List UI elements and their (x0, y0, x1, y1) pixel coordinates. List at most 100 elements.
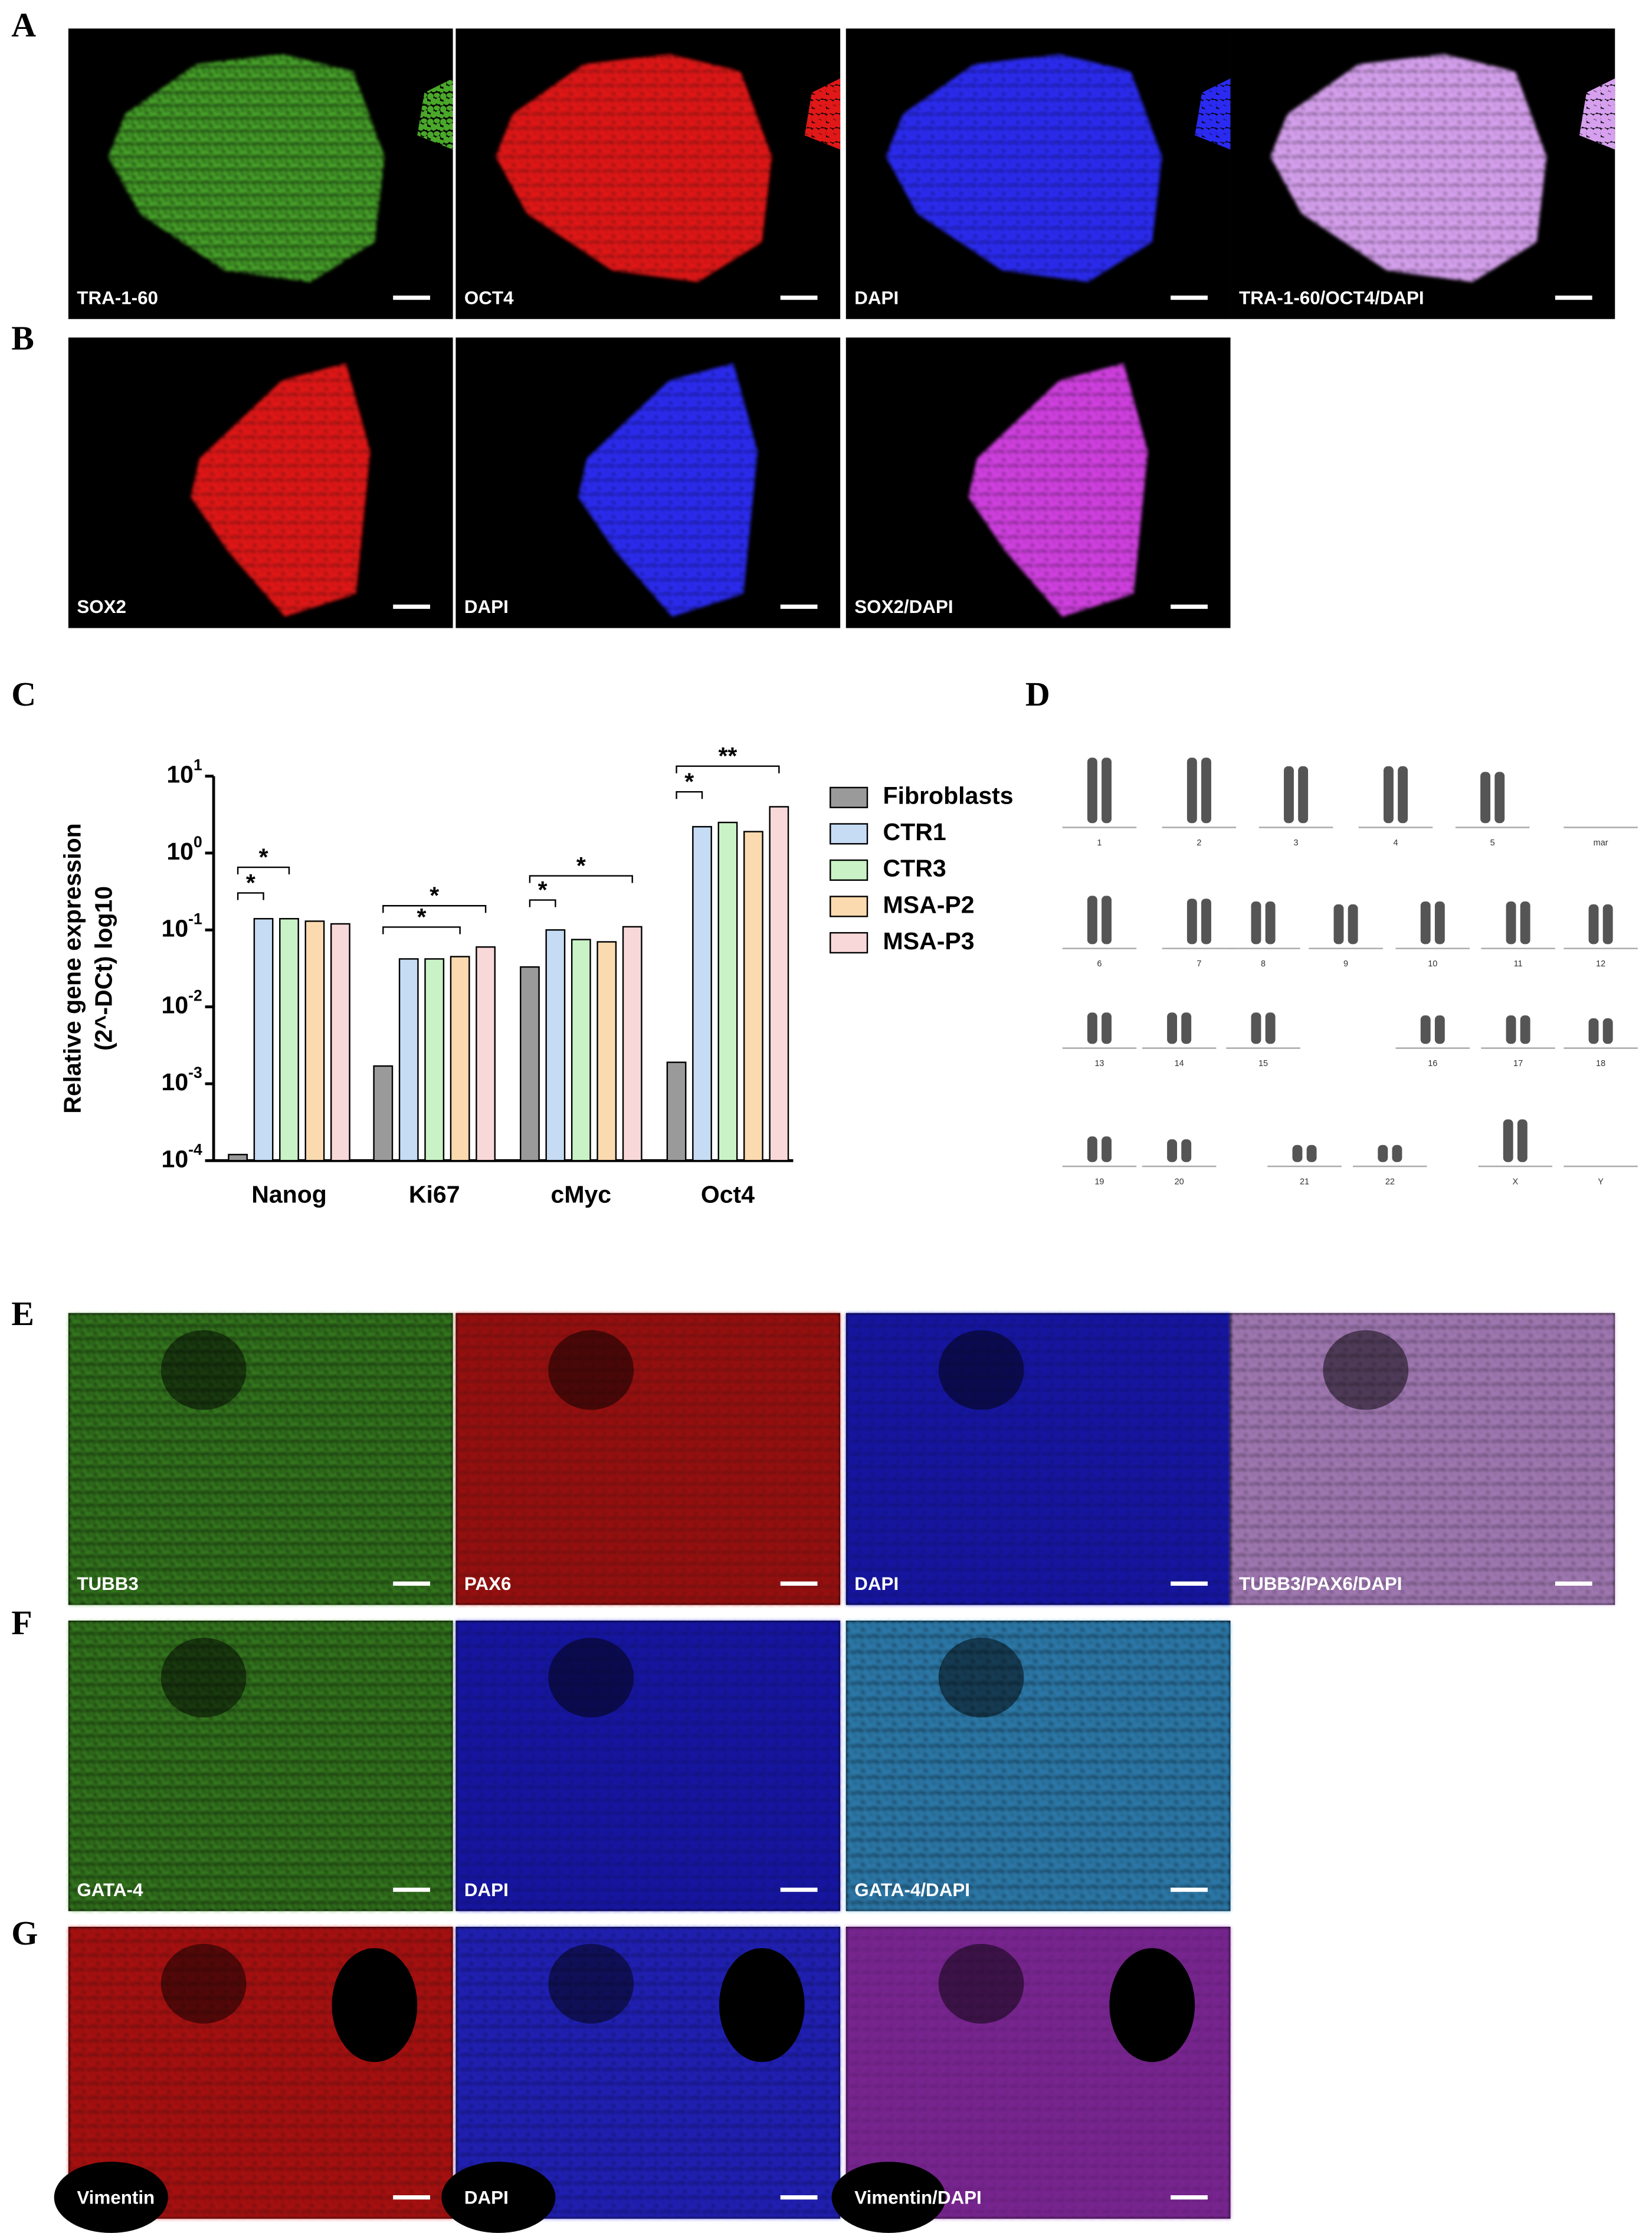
karyotype-label: 7 (1197, 959, 1201, 969)
micrograph: PAX6 (455, 1313, 841, 1605)
gap (54, 2162, 168, 2233)
panel-letter: G (11, 1914, 38, 1952)
chromosome (1420, 901, 1431, 945)
karyotype-label: 3 (1294, 838, 1299, 848)
significance-label: * (538, 876, 548, 903)
karyotype-label: 13 (1094, 1059, 1104, 1068)
chromosome (1384, 766, 1394, 824)
significance-bracket (529, 875, 633, 883)
karyotype-label: 8 (1261, 959, 1266, 969)
colony (804, 78, 841, 150)
significance-label: * (246, 869, 255, 896)
significance-bracket (237, 866, 290, 875)
significance-bracket (529, 899, 556, 907)
dark-region (1323, 1330, 1409, 1410)
karyotype-label: 22 (1385, 1177, 1395, 1186)
legend-swatch (830, 932, 868, 954)
chromosome (1201, 899, 1211, 945)
x-tick-label: cMyc (551, 1181, 612, 1208)
karyotype-label: X (1512, 1177, 1518, 1186)
image-label: TRA-1-60 (77, 287, 158, 308)
chromosome (1251, 901, 1261, 945)
dark-region (160, 1637, 247, 1718)
chromosome (1348, 904, 1358, 945)
micrograph: SOX2 (68, 337, 453, 628)
cell-field (455, 1620, 841, 1911)
image-label: TUBB3 (77, 1573, 139, 1594)
micrograph: DAPI (845, 28, 1231, 319)
karyotype-label: 12 (1596, 959, 1605, 969)
colony (108, 54, 385, 283)
y-tick-label: 100 (166, 833, 202, 865)
karyotype-label: 21 (1300, 1177, 1309, 1186)
bar (666, 1061, 687, 1162)
significance-bracket (676, 791, 703, 799)
dark-region (548, 1943, 634, 2024)
y-axis-title: (2^-DCt) log10 (90, 886, 117, 1051)
micrograph: GATA-4 (68, 1620, 453, 1911)
bar (398, 958, 419, 1162)
y-tick-label: 10-2 (162, 987, 202, 1019)
cell-field (68, 1620, 453, 1911)
chromosome (1306, 1145, 1317, 1162)
micrograph: SOX2/DAPI (845, 337, 1231, 628)
image-label: GATA-4 (77, 1880, 143, 1900)
cell-field (455, 1313, 841, 1605)
bar (304, 920, 325, 1162)
chromosome (1298, 766, 1309, 824)
bar (424, 958, 445, 1162)
micrograph: TUBB3 (68, 1313, 453, 1605)
x-tick-label: Ki67 (409, 1181, 460, 1208)
chromosome (1292, 1145, 1303, 1162)
legend-swatch (830, 823, 868, 845)
legend-label: MSA-P3 (883, 927, 975, 955)
colony (968, 363, 1148, 617)
y-axis-title: Relative gene expression (58, 823, 86, 1113)
chromosome (1186, 758, 1197, 824)
significance-label: ** (718, 742, 737, 769)
chromosome (1284, 766, 1294, 824)
karyotype-label: 10 (1428, 959, 1437, 969)
bar (545, 929, 566, 1162)
karyotype-label: 4 (1393, 838, 1398, 848)
bar (717, 821, 738, 1162)
y-tick-label: 10-1 (162, 910, 202, 942)
image-label: DAPI (464, 1880, 509, 1900)
significance-label: * (417, 903, 426, 930)
micrograph: DAPI (845, 1313, 1231, 1605)
karyotype-label: 1 (1097, 838, 1102, 848)
micrograph: OCT4 (455, 28, 841, 319)
gap (719, 1948, 805, 2063)
chromosome (1102, 1136, 1112, 1162)
bar (743, 831, 763, 1162)
cell-field (845, 1620, 1231, 1911)
legend-label: CTR1 (883, 818, 946, 845)
gap (831, 2162, 946, 2233)
image-label: DAPI (464, 2187, 509, 2208)
karyotype-label: 17 (1513, 1059, 1523, 1068)
karyotype-label: 5 (1490, 838, 1495, 848)
cell-field (1230, 1313, 1615, 1605)
chromosome (1520, 901, 1530, 945)
image-label: GATA-4/DAPI (854, 1880, 970, 1900)
chromosome (1167, 1139, 1177, 1162)
chromosome (1087, 1136, 1097, 1162)
chromosome (1201, 758, 1211, 824)
chromosome (1480, 772, 1491, 824)
panel-letter: D (1025, 675, 1050, 713)
chromosome (1251, 1012, 1261, 1044)
micrograph: TRA-1-60 (68, 28, 453, 319)
chromosome (1181, 1012, 1192, 1044)
bar (596, 941, 617, 1162)
chromosome (1167, 1012, 1177, 1044)
chromosome (1378, 1145, 1388, 1162)
y-tick-label: 10-3 (162, 1064, 202, 1096)
cell-field (68, 1313, 453, 1605)
karyotype-label: 19 (1094, 1177, 1104, 1186)
legend-swatch (830, 786, 868, 808)
panel-letter: A (11, 6, 36, 44)
bar (692, 826, 712, 1162)
panel-letter: F (11, 1604, 32, 1642)
colony (578, 363, 758, 617)
